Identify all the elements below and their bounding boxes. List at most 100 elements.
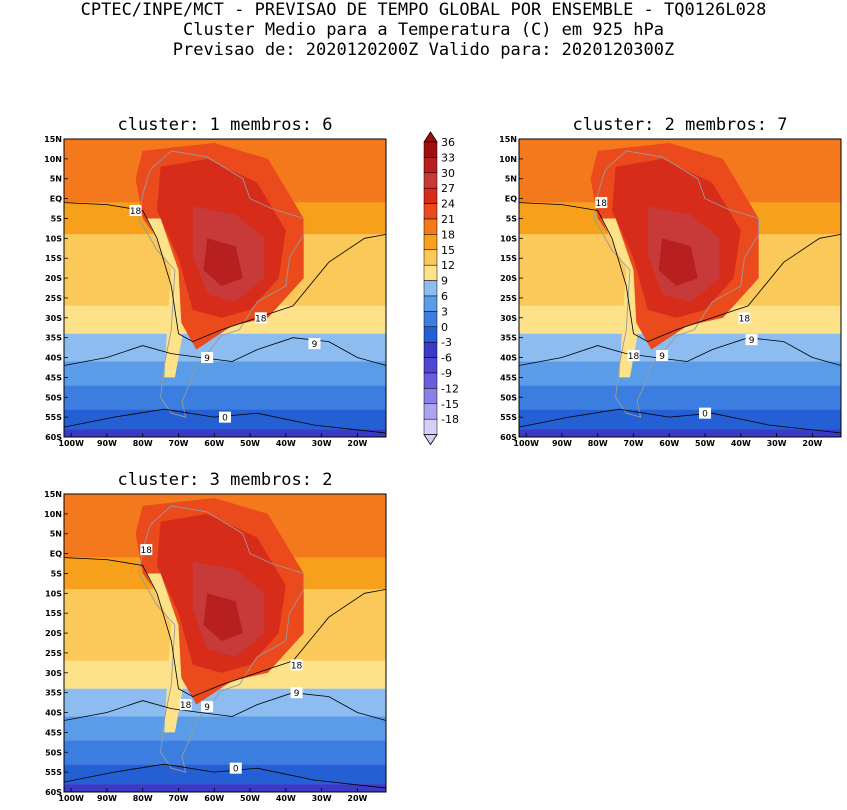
figure-title: CPTEC/INPE/MCT - PREVISAO DE TEMPO GLOBA… <box>80 0 767 20</box>
contour-label: 18 <box>627 350 640 362</box>
x-tick-label: 20W <box>347 439 367 448</box>
colorbar-swatch <box>423 326 438 343</box>
colorbar-swatch <box>423 172 438 189</box>
colorbar-swatch <box>423 357 438 374</box>
colorbar-label: -3 <box>441 336 452 349</box>
svg-text:9: 9 <box>312 340 318 350</box>
x-tick-label: 60W <box>659 439 679 448</box>
figure-subtitle: Cluster Medio para a Temperatura (C) em … <box>182 20 665 40</box>
y-tick-label: 5S <box>51 214 63 223</box>
contour-label: 18 <box>738 312 751 324</box>
x-tick-label: 30W <box>312 794 332 803</box>
colorbar-label: 36 <box>441 136 455 149</box>
colorbar-label: 12 <box>441 259 455 272</box>
colorbar-swatch <box>423 311 438 328</box>
y-tick-label: 30S <box>45 314 62 323</box>
colorbar-swatch <box>423 341 438 358</box>
x-tick-label: 30W <box>312 439 332 448</box>
y-tick-label: 20S <box>500 274 517 283</box>
x-tick-label: 30W <box>767 439 787 448</box>
contour-label: 18 <box>179 699 192 711</box>
contour-label: 18 <box>595 197 608 209</box>
y-tick-label: 10S <box>45 234 62 243</box>
colorbar-swatch <box>423 418 438 435</box>
panel-title: cluster: 3 membros: 2 <box>118 470 333 490</box>
x-tick-label: 100W <box>58 794 84 803</box>
andes-cool-strip <box>146 218 183 378</box>
isoline-0 <box>519 408 841 434</box>
y-tick-label: 15S <box>45 254 62 263</box>
map-panel-cluster-1: cluster: 1 membros: 6 18 18 9 9 0 15N 10N 5N EQ 5S… <box>44 115 387 448</box>
svg-text:0: 0 <box>233 765 239 775</box>
colorbar-label: 3 <box>441 305 448 318</box>
colorbar-label: 21 <box>441 213 455 226</box>
colorbar-bottom-arrow <box>423 434 438 446</box>
y-tick-label: 10S <box>500 234 517 243</box>
contour-label: 0 <box>229 762 242 775</box>
isoline-9 <box>519 337 841 366</box>
svg-text:18: 18 <box>596 199 608 209</box>
y-tick-label: 60S <box>45 433 62 442</box>
x-tick-label: 40W <box>731 439 751 448</box>
svg-text:18: 18 <box>291 661 303 671</box>
temperature-band <box>519 361 841 386</box>
x-tick-label: 80W <box>133 794 153 803</box>
colorbar-swatch <box>423 234 438 251</box>
svg-text:18: 18 <box>130 207 142 217</box>
y-tick-label: 25S <box>45 294 62 303</box>
x-tick-label: 70W <box>169 794 189 803</box>
colorbar-label: 9 <box>441 275 448 288</box>
colorbar-label: -6 <box>441 352 452 365</box>
temperature-band <box>64 429 386 437</box>
temperature-band <box>64 385 386 410</box>
y-tick-label: 50S <box>500 393 517 402</box>
contour-label: 18 <box>290 659 303 671</box>
colorbar-label: 27 <box>441 182 455 195</box>
y-tick-label: 25S <box>500 294 517 303</box>
temperature-band <box>519 409 841 430</box>
andes-cool-strip <box>601 218 638 378</box>
colorbar-swatch <box>423 218 438 235</box>
map-panel-cluster-3: cluster: 3 membros: 2 18 18 18 9 9 0 15N 10N 5N EQ… <box>44 470 387 803</box>
y-tick-label: 40S <box>45 709 62 718</box>
y-tick-label: 50S <box>45 748 62 757</box>
contour-label: 9 <box>201 352 214 364</box>
temperature-band <box>64 361 386 386</box>
svg-text:18: 18 <box>255 314 267 324</box>
y-tick-label: 15N <box>44 490 62 499</box>
x-tick-label: 50W <box>240 794 260 803</box>
temperature-field <box>64 139 386 437</box>
colorbar-label: 0 <box>441 321 448 334</box>
colorbar-label: -15 <box>441 398 459 411</box>
temperature-band <box>64 688 386 717</box>
y-tick-label: 40S <box>500 354 517 363</box>
y-tick-label: 5S <box>51 569 63 578</box>
colorbar-swatch <box>423 264 438 281</box>
colorbar-swatch <box>423 203 438 220</box>
x-tick-label: 100W <box>513 439 539 448</box>
colorbar-top-arrow <box>423 131 438 143</box>
colorbar-label: -9 <box>441 367 452 380</box>
y-tick-label: 10S <box>45 589 62 598</box>
isoline-18 <box>64 202 386 343</box>
svg-text:9: 9 <box>659 352 665 362</box>
x-tick-label: 90W <box>97 794 117 803</box>
y-tick-label: 15N <box>499 135 517 144</box>
map-panel-cluster-2: cluster: 2 membros: 7 18 18 18 9 9 0 15N 10N 5N EQ… <box>499 115 842 448</box>
warm-region-33 <box>203 238 243 286</box>
x-tick-label: 70W <box>624 439 644 448</box>
temperature-field <box>64 494 386 792</box>
panel-frame <box>518 138 842 438</box>
temperature-band <box>519 429 841 437</box>
y-tick-label: 20S <box>45 629 62 638</box>
warm-region-33 <box>203 593 243 641</box>
x-tick-label: 90W <box>97 439 117 448</box>
colorbar-swatch <box>423 388 438 405</box>
colorbar-swatch <box>423 280 438 297</box>
y-tick-label: 45S <box>45 728 62 737</box>
svg-text:9: 9 <box>294 689 300 699</box>
coastline <box>138 505 305 773</box>
temperature-field <box>519 139 841 437</box>
colorbar-swatch <box>423 249 438 266</box>
y-tick-label: 35S <box>45 689 62 698</box>
